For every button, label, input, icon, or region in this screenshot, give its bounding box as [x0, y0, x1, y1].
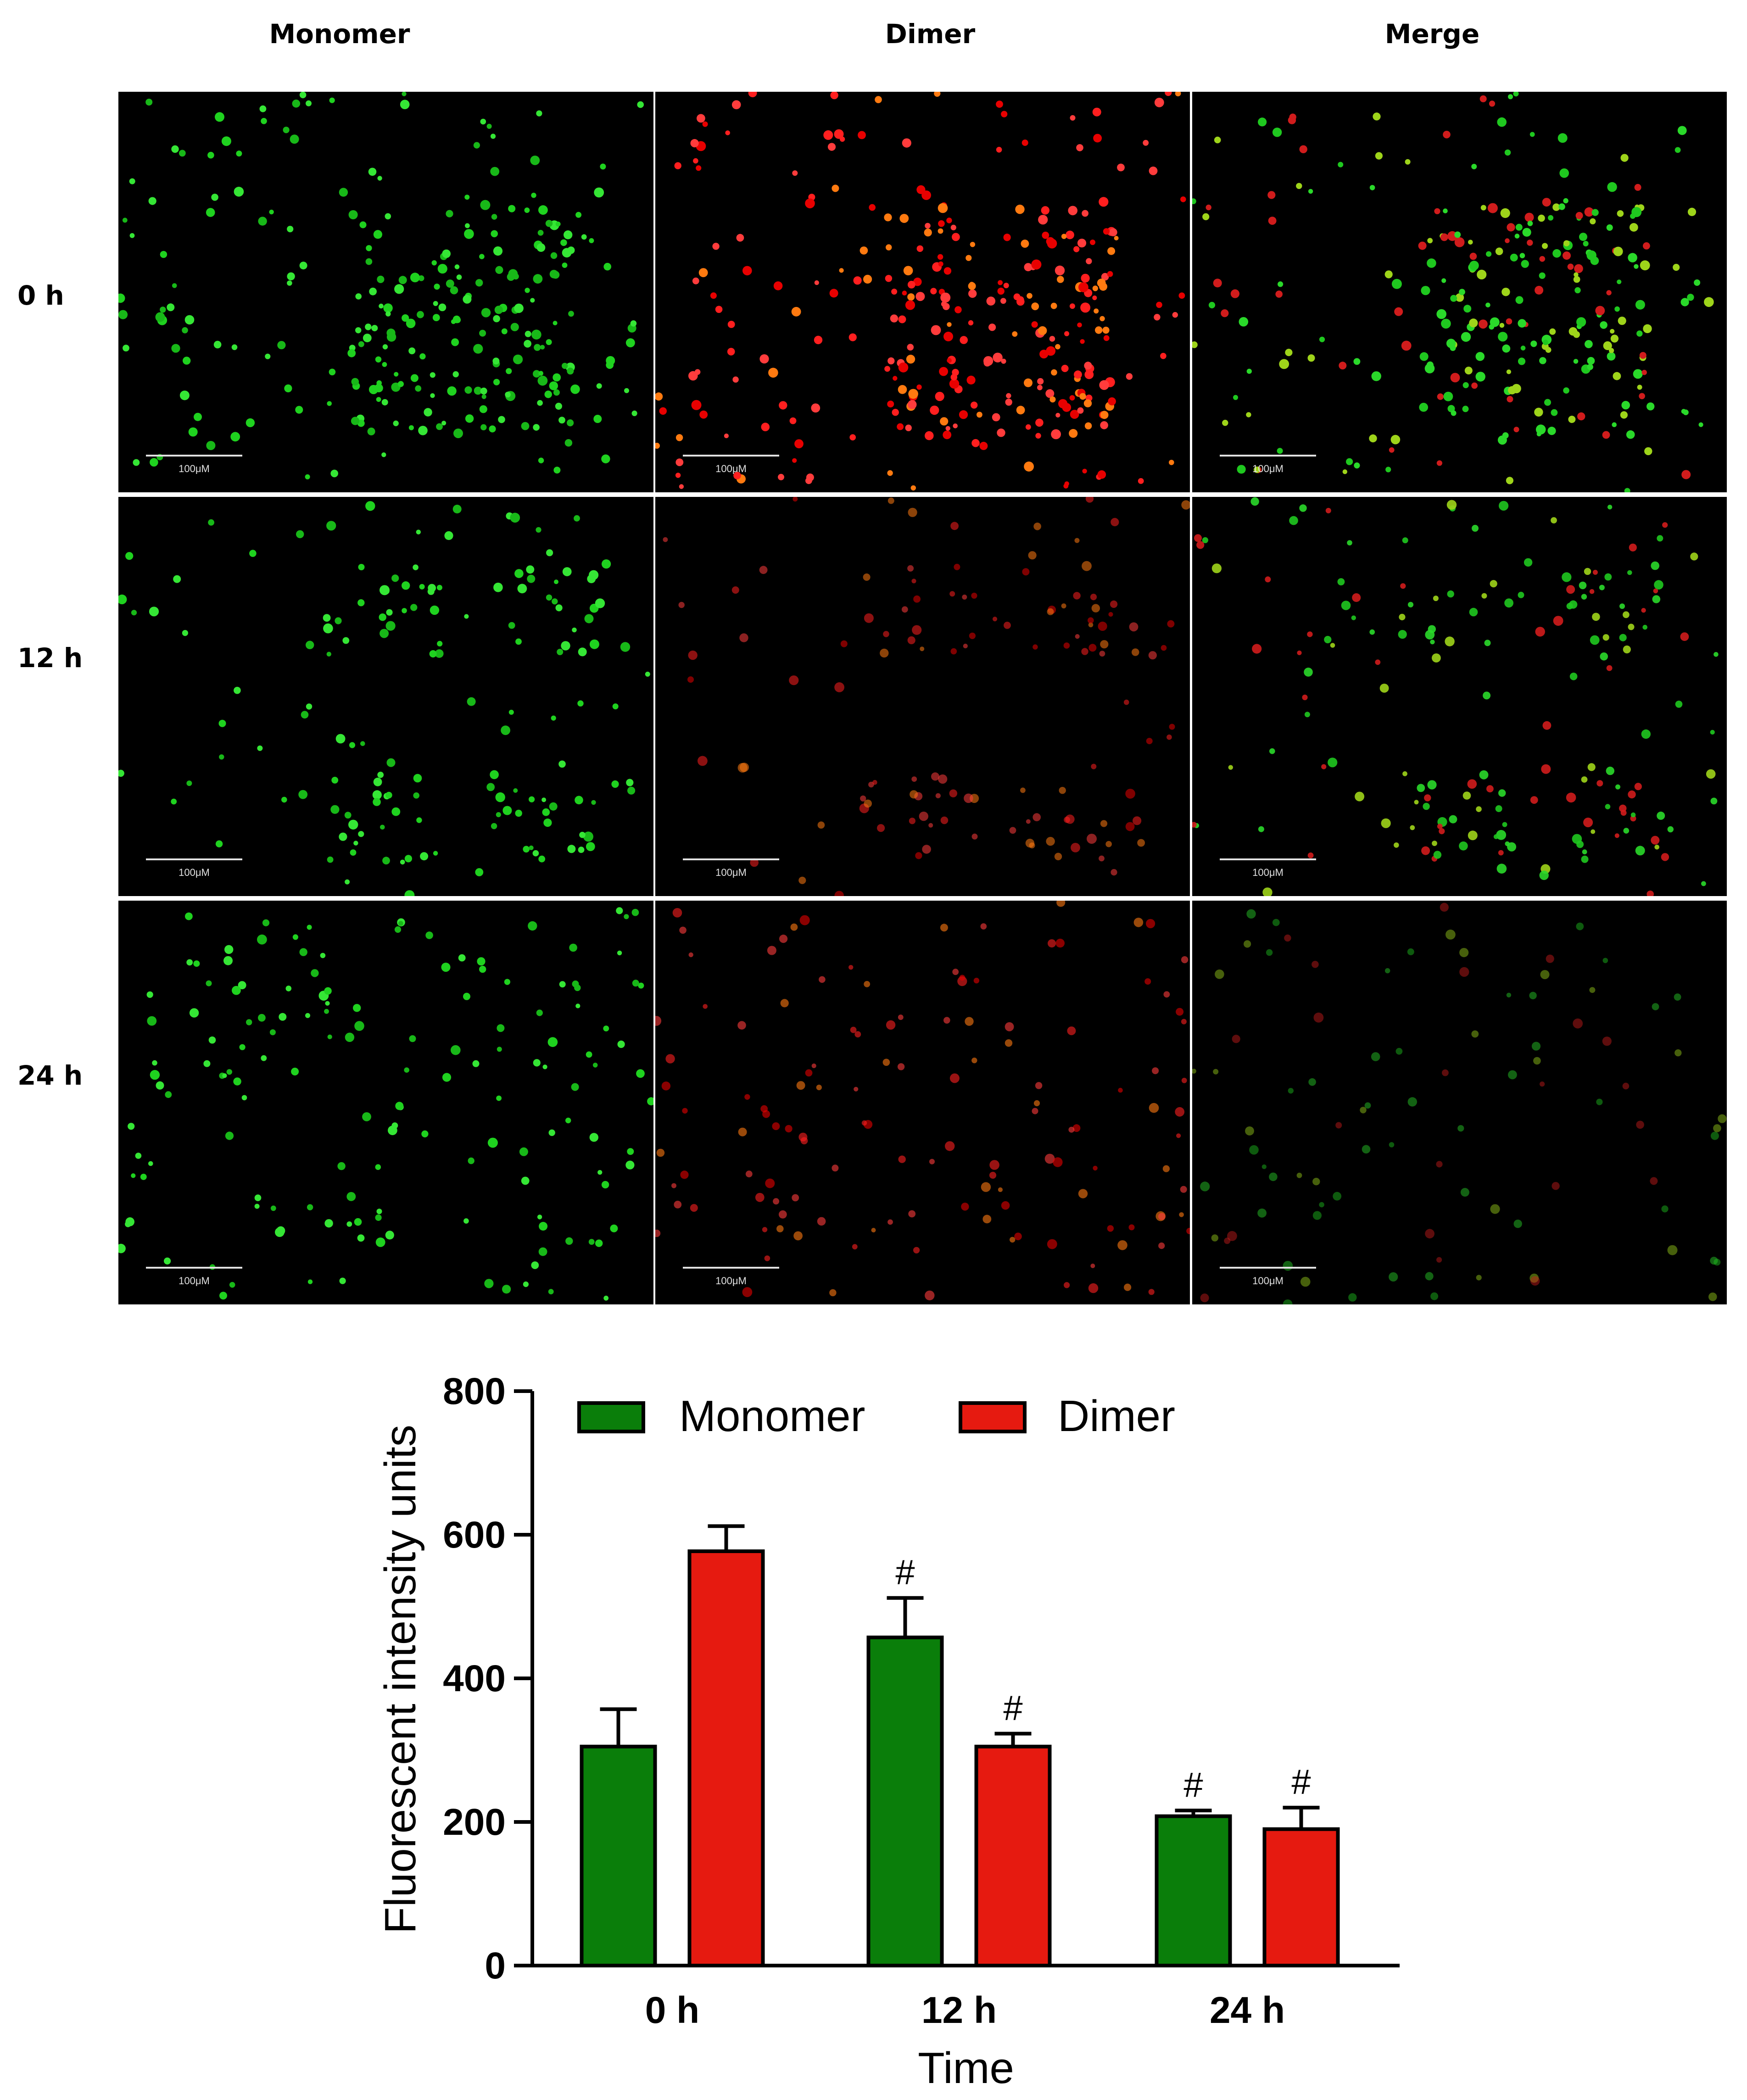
significance-mark: #	[1003, 1689, 1022, 1728]
legend-label-monomer: Monomer	[679, 1392, 865, 1441]
bar-monomer-24h	[1157, 1816, 1230, 1966]
x-tick-label: 0 h	[645, 1989, 699, 2031]
legend-swatch-dimer	[960, 1403, 1025, 1432]
y-tick-label: 600	[443, 1514, 506, 1556]
x-tick-label: 12 h	[921, 1989, 997, 2031]
x-axis-title: Time	[918, 2044, 1014, 2093]
y-tick-label: 0	[485, 1945, 506, 1987]
bar-monomer-0h	[582, 1747, 655, 1966]
significance-mark: #	[1183, 1766, 1203, 1805]
y-tick-label: 400	[443, 1658, 506, 1699]
significance-mark: #	[895, 1553, 915, 1592]
legend-swatch-monomer	[579, 1403, 643, 1432]
y-tick-label: 200	[443, 1801, 506, 1843]
y-tick-label: 800	[443, 1370, 506, 1412]
bar-dimer-12h	[977, 1747, 1050, 1966]
bar-dimer-0h	[690, 1551, 763, 1966]
bar-dimer-24h	[1265, 1829, 1338, 1966]
x-tick-label: 24 h	[1210, 1989, 1285, 2031]
significance-mark: #	[1291, 1763, 1311, 1802]
y-axis-title: Fluorescent intensity units	[376, 1425, 425, 1934]
bar-monomer-12h	[869, 1638, 942, 1966]
legend-label-dimer: Dimer	[1058, 1392, 1175, 1441]
